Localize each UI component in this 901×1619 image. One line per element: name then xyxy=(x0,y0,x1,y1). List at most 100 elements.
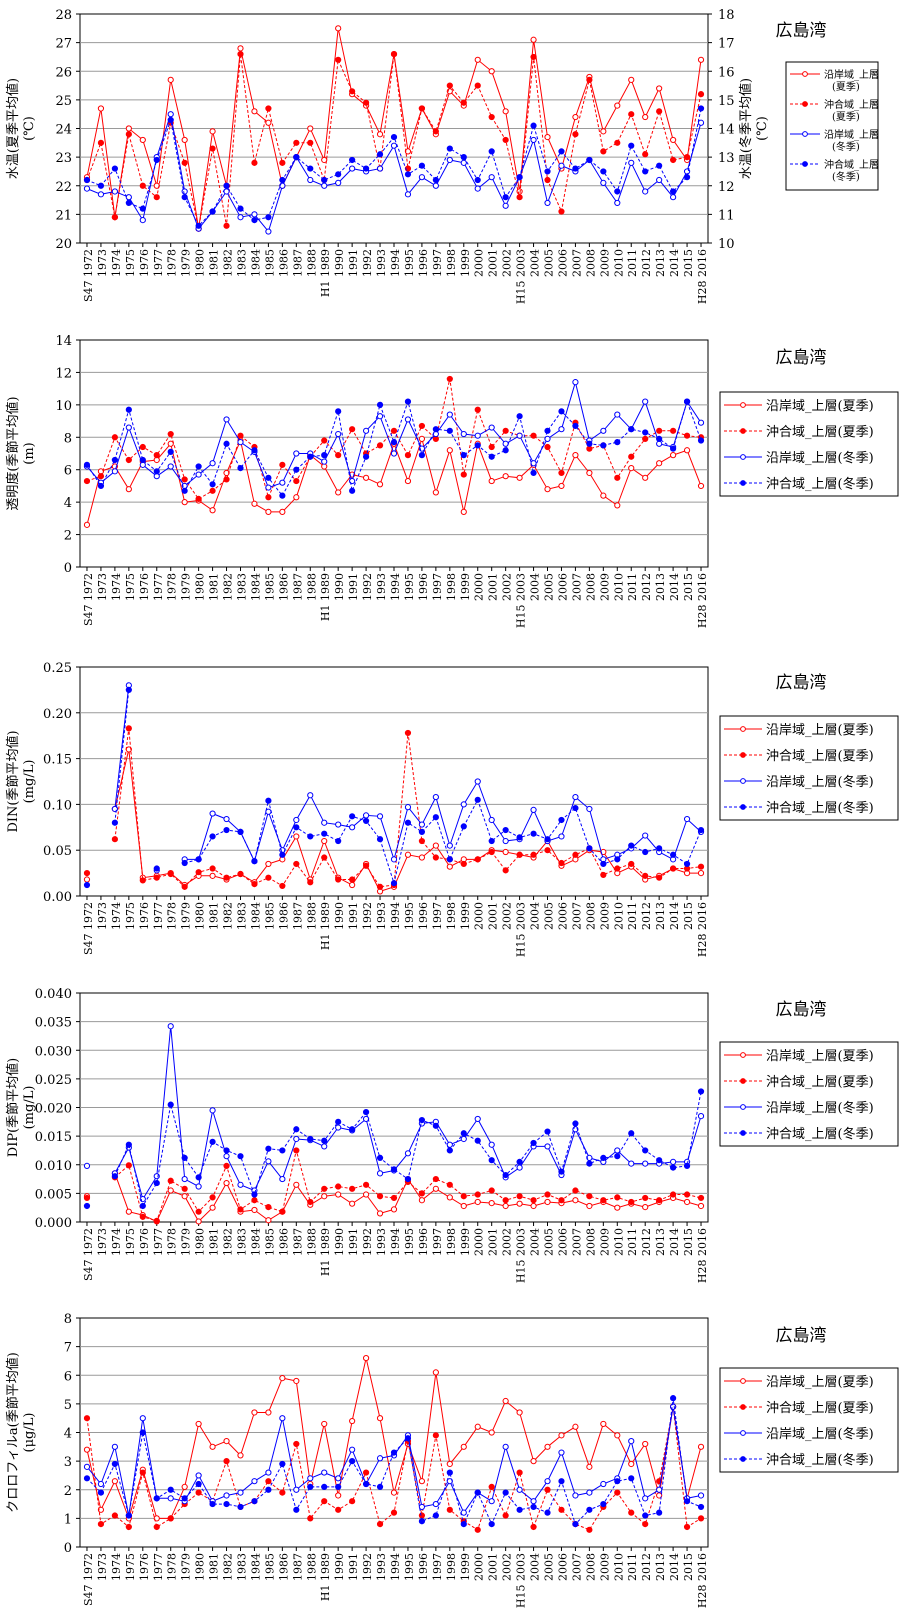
y-tick-label: 21 xyxy=(55,208,72,223)
x-tick-label: 2012 xyxy=(640,1228,653,1256)
x-tick-label: 1997 xyxy=(431,902,444,930)
data-point xyxy=(516,194,523,201)
data-point xyxy=(209,487,216,494)
y-axis-label-line: DIN(季節平均値) xyxy=(5,730,21,832)
x-tick-label: 1993 xyxy=(375,902,388,930)
data-point xyxy=(251,1409,258,1416)
data-point xyxy=(307,165,314,172)
x-tick-label: 1997 xyxy=(431,249,444,277)
x-tick-label: 2002 xyxy=(501,249,514,277)
data-point xyxy=(628,111,635,118)
data-point xyxy=(390,50,398,58)
y-tick-label: 6 xyxy=(64,464,72,479)
x-tick-label: 1974 xyxy=(110,1553,123,1581)
data-point xyxy=(516,1469,523,1476)
data-point xyxy=(376,1170,384,1177)
x-tick-label: 1994 xyxy=(389,1553,402,1581)
x-tick-label: 1990 xyxy=(333,573,346,601)
x-tick-label: S47 1972 xyxy=(82,573,95,626)
legend-label: 沖合域_上層(冬季) xyxy=(766,1126,874,1142)
y-tick-label: 14 xyxy=(55,334,72,349)
data-point xyxy=(488,1521,495,1528)
data-point xyxy=(670,156,677,164)
data-point xyxy=(544,1443,551,1450)
x-tick-label: 2007 xyxy=(570,902,583,930)
data-point xyxy=(349,1126,356,1133)
data-point xyxy=(683,815,691,823)
data-point xyxy=(390,1449,398,1456)
data-point xyxy=(697,119,705,126)
x-tick-label: H28 2016 xyxy=(696,573,709,628)
chart-title: 広島湾 xyxy=(776,348,827,368)
data-point xyxy=(432,489,439,496)
legend-marker xyxy=(740,1430,746,1436)
data-point xyxy=(572,165,579,172)
x-tick-label: 1975 xyxy=(124,573,137,601)
x-tick-label: 1982 xyxy=(222,902,235,930)
x-tick-label: 1991 xyxy=(347,249,360,277)
data-point xyxy=(642,848,649,856)
x-tick-label: 2009 xyxy=(598,902,611,930)
data-point xyxy=(614,188,621,195)
data-point xyxy=(279,1375,286,1382)
data-point xyxy=(516,1409,523,1416)
data-point xyxy=(502,202,509,209)
data-point xyxy=(516,188,523,195)
y-tick-label: 1 xyxy=(64,1512,72,1527)
x-tick-label: 2012 xyxy=(640,902,653,930)
legend-label: 沿岸域_上層(冬季) xyxy=(766,1426,874,1442)
x-tick-label: 2014 xyxy=(668,573,681,601)
data-point xyxy=(446,1194,453,1201)
x-tick-label: 1982 xyxy=(222,1553,235,1581)
x-tick-label: 1990 xyxy=(333,249,346,277)
data-point xyxy=(544,443,551,451)
legend-label: 沖合域_上層(冬季) xyxy=(766,476,874,492)
x-tick-label: 2012 xyxy=(640,1553,653,1581)
x-tick-label: 1990 xyxy=(333,1553,346,1581)
x-tick-label: 1978 xyxy=(166,1553,179,1581)
data-point xyxy=(600,1197,607,1204)
data-point xyxy=(683,398,691,405)
x-tick-label: 1992 xyxy=(361,573,374,601)
data-point xyxy=(181,1154,188,1161)
chart-title: 広島湾 xyxy=(776,1000,827,1020)
y-tick-label: 0.25 xyxy=(43,661,72,676)
legend: 沿岸域_上層(夏季) 沖合域_上層(夏季) 沿岸域_上層(冬季) 沖合域_上層(冬季) xyxy=(719,1367,899,1473)
x-tick-label: 1986 xyxy=(277,573,290,601)
data-point xyxy=(167,1515,174,1522)
x-tick-label: 2001 xyxy=(487,1228,500,1256)
data-point xyxy=(307,1198,314,1206)
data-point xyxy=(83,1446,91,1453)
data-point xyxy=(642,832,649,839)
data-point xyxy=(111,1460,118,1468)
data-point xyxy=(697,1515,705,1522)
data-point xyxy=(209,1194,216,1201)
data-point xyxy=(432,793,439,801)
data-point xyxy=(321,854,328,861)
legend-label: 沖合域_上層(夏季) xyxy=(766,749,874,764)
data-point xyxy=(209,128,216,135)
data-point xyxy=(642,1495,649,1502)
legend: 沿岸域_上層(夏季) 沖合域_上層(夏季) 沿岸域_上層(冬季) 沖合域_上層(冬季) xyxy=(719,391,899,497)
data-point xyxy=(97,1489,105,1496)
x-tick-label: 1983 xyxy=(235,1553,248,1581)
data-point xyxy=(572,452,579,459)
data-point xyxy=(418,828,426,835)
data-point xyxy=(265,484,272,491)
y-tick-label: 0.020 xyxy=(35,1102,72,1117)
data-point xyxy=(600,148,607,155)
data-point xyxy=(488,68,495,75)
legend-label-line: 沖合域_上層 xyxy=(824,98,879,111)
data-point xyxy=(153,1495,160,1502)
y-tick-label: 0.10 xyxy=(43,798,72,813)
x-tick-label: 1985 xyxy=(263,1228,276,1256)
y-tick-label: 8 xyxy=(64,431,72,446)
data-point xyxy=(656,85,663,92)
series-line xyxy=(86,54,702,229)
data-point xyxy=(279,1489,286,1496)
x-tick-label: 2009 xyxy=(598,249,611,277)
data-point xyxy=(404,819,412,826)
x-tick-label: 1991 xyxy=(347,902,360,930)
x-tick-label: 2002 xyxy=(501,902,514,930)
data-point xyxy=(516,851,523,858)
